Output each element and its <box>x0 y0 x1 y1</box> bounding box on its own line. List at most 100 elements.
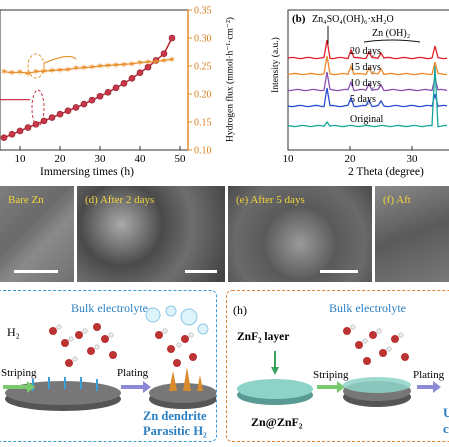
zn-znf2-label: Zn@ZnF₂ <box>251 415 303 429</box>
data-point-orange: ✶ <box>8 68 16 79</box>
trace-label: 15 days <box>350 62 381 73</box>
sem-image-after: (f) Aft <box>375 186 449 282</box>
striping-label: Striping <box>1 367 37 379</box>
data-point-red <box>8 131 16 138</box>
h2-label: H₂ <box>7 325 20 339</box>
x-tick-label: 40 <box>135 153 147 165</box>
data-point-red <box>80 100 88 108</box>
data-point-red <box>88 96 96 104</box>
trace-label: 20 days <box>350 46 381 57</box>
data-point-red <box>112 84 120 92</box>
data-point-red <box>120 80 128 87</box>
plot-frame <box>287 9 449 151</box>
plating-label: Plating <box>117 367 149 379</box>
data-point-orange: ✶ <box>120 60 128 71</box>
data-point-orange: ✶ <box>96 62 104 73</box>
data-point-orange: ✶ <box>112 60 120 71</box>
x-tick-label: 30 <box>407 153 419 165</box>
x-tick-label: 50 <box>175 153 187 165</box>
data-point-orange: ✶ <box>168 55 176 66</box>
data-point-orange: ✶ <box>72 64 80 75</box>
data-point-red <box>72 104 80 111</box>
marker-ellipse <box>27 53 45 79</box>
data-point-orange: ✶ <box>56 65 64 76</box>
znf2-layer-label: ZnF₂ layer <box>237 331 290 343</box>
x-tick-label: 20 <box>345 153 357 165</box>
arrow-to-right-axis <box>43 55 77 64</box>
panel-a-hydrogen-chart: 10 20 30 40 50 0.35 0.30 0.25 0.20 0.15 0.10 ✶ ✶ ✶ ✶ ✶ ✶… <box>0 0 236 180</box>
xrd-trace <box>287 65 448 128</box>
scale-bar <box>14 270 58 273</box>
sem-label: (e) After 5 days <box>236 194 305 206</box>
data-point-orange: ✶ <box>80 63 88 74</box>
data-point-red <box>64 107 72 115</box>
data-point-orange: ✶ <box>160 56 168 67</box>
phase-brace <box>363 39 421 43</box>
trace-label: Original <box>350 114 384 125</box>
panel-a-ylabel-right: Hydrogen flux (mmol·h⁻¹·cm⁻²) <box>225 17 236 142</box>
sem-label: (d) After 2 days <box>85 194 155 206</box>
data-point-orange: ✶ <box>152 57 160 68</box>
bulk-electrolyte-label: Bulk electrolyte <box>329 301 406 315</box>
xrd-trace <box>287 71 448 92</box>
data-point-red <box>104 89 112 96</box>
panel-b-xlabel: 2 Theta (degree) <box>348 166 424 178</box>
y-tick-label: 0.10 <box>194 146 212 157</box>
sem-image-bare-zn: Bare Zn <box>0 186 74 282</box>
x-tick-label: 10 <box>283 153 295 165</box>
panel-b-xrd: 10 20 30 20 days 15 days 10 days 5 days Origina… <box>262 0 449 182</box>
data-point-red <box>136 69 144 77</box>
data-point-orange: ✶ <box>32 67 40 78</box>
sem-label: Bare Zn <box>8 194 44 206</box>
panel-g-illustration <box>3 305 216 411</box>
marker-ellipse <box>31 89 45 127</box>
data-point-orange: ✶ <box>136 58 144 69</box>
data-point-red <box>0 134 8 141</box>
scale-bar <box>185 270 217 273</box>
parasitic-h2-label: Parasitic H₂ <box>143 424 207 438</box>
bulk-electrolyte-label: Bulk electrolyte <box>71 301 148 315</box>
panel-g-box: H₂ Bulk electrolyte Striping Plating Zn … <box>0 290 217 442</box>
x-tick-label: 30 <box>95 153 107 165</box>
x-tick-label: 20 <box>55 153 67 165</box>
data-point-red <box>168 34 176 42</box>
data-point-red <box>96 92 104 100</box>
data-point-red <box>160 50 168 57</box>
panel-b-ylabel: Intensity (a.u.) <box>271 37 281 93</box>
data-point-orange: ✶ <box>128 59 136 70</box>
y-tick-label: 0.20 <box>194 90 212 101</box>
scale-bar <box>320 270 358 273</box>
data-point-orange: ✶ <box>144 58 152 69</box>
xrd-pattern-chart: 10 20 30 20 days 15 days 10 days 5 days Origina… <box>283 9 449 165</box>
phase-label-zn4so4: Zn₄SO₄(OH)₆·xH₂O <box>312 14 394 25</box>
data-point-orange: ✶ <box>48 66 56 77</box>
hydrogen-flux-chart: 10 20 30 40 500.350.300.250.200.150.10✶ ✶ ✶ ✶ ✶ ✶… <box>0 6 212 165</box>
sem-image-5-days: (e) After 5 days <box>228 186 372 282</box>
trace-label: 10 days <box>350 78 381 89</box>
data-point-orange: ✶ <box>40 67 48 78</box>
sem-label: (f) Aft <box>383 194 411 206</box>
phase-label-znoh2: Zn (OH)₂ <box>372 28 410 39</box>
series-line-orange <box>3 58 173 74</box>
cut-label-u: U <box>443 405 449 420</box>
data-point-orange: ✶ <box>104 61 112 72</box>
data-point-red <box>128 75 136 82</box>
y-tick-label: 0.25 <box>194 62 212 73</box>
data-point-orange: ✶ <box>24 69 32 80</box>
data-point-orange: ✶ <box>64 65 72 76</box>
data-point-orange: ✶ <box>88 63 96 74</box>
cut-label-c: c <box>443 421 449 436</box>
data-point-red <box>144 63 152 71</box>
data-point-red <box>56 110 64 118</box>
data-point-red <box>16 127 24 135</box>
x-tick-label: 10 <box>15 153 27 165</box>
series-line-red <box>3 37 173 139</box>
trace-label: 5 days <box>350 94 376 105</box>
zn-dendrite-label: Zn dendrite <box>143 409 207 423</box>
data-point-red <box>48 114 56 121</box>
panel-h-illustration <box>237 324 441 407</box>
panel-b-label: (b) <box>292 13 306 25</box>
data-point-orange: ✶ <box>0 67 8 78</box>
panel-h-box: (h) Bulk electrolyte ZnF₂ layer Striping… <box>226 290 449 442</box>
xrd-trace <box>287 39 448 60</box>
